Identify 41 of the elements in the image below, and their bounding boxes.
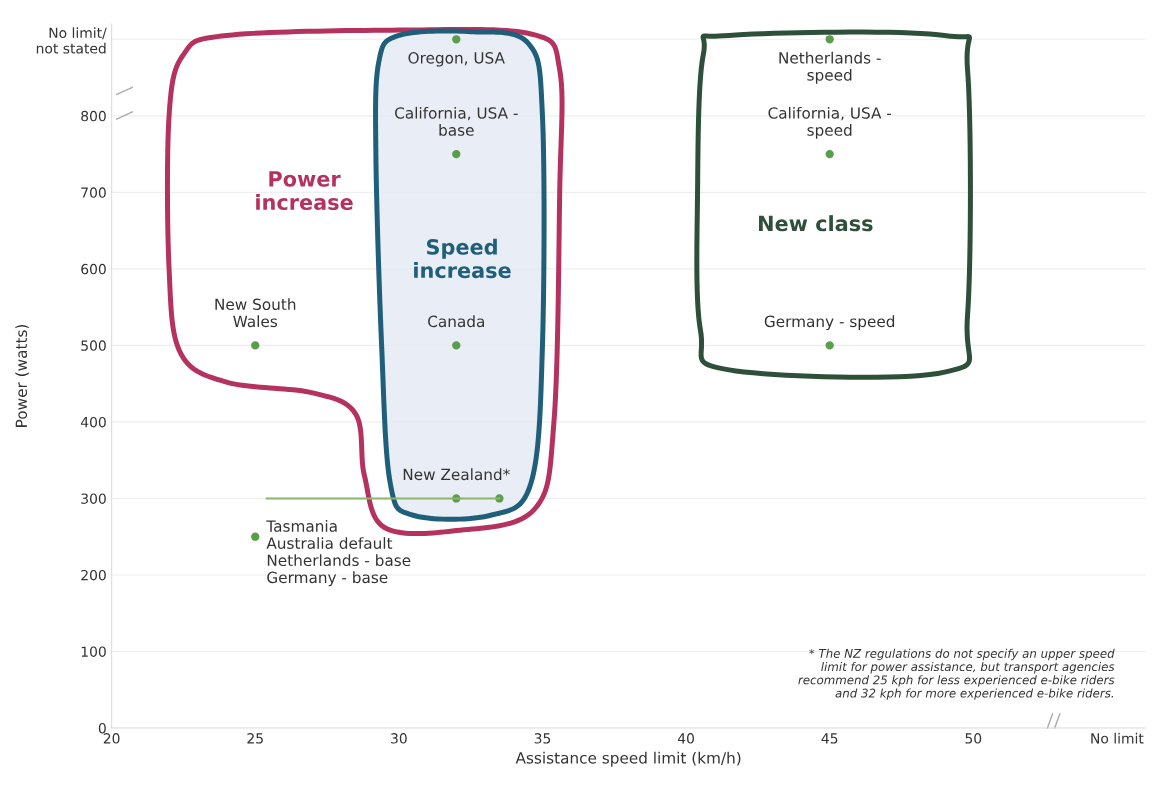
y-tick-label: 800 xyxy=(81,110,106,122)
annotation: New Zealand* xyxy=(403,468,510,481)
x-tick-label: 30 xyxy=(391,733,407,744)
point xyxy=(452,149,461,159)
x-tick-label: 20 xyxy=(103,733,120,744)
annotation: Speed increase xyxy=(414,238,511,279)
y-tick-label: No limit/ not stated xyxy=(36,27,107,54)
annotation: Germany - speed xyxy=(764,315,895,331)
y-tick-label: 500 xyxy=(81,340,106,351)
point xyxy=(251,341,260,350)
y-tick-label: 300 xyxy=(81,493,106,504)
annotation: California, USA - base xyxy=(395,106,518,136)
x-tick-label: 40 xyxy=(677,733,694,744)
annotation: Tasmania Australia default Netherlands - base Germany - base xyxy=(266,520,411,587)
x-tick-label: 25 xyxy=(247,733,263,744)
y-tick-label: 600 xyxy=(81,263,106,275)
x-tick-label: 45 xyxy=(821,733,838,744)
y-tick-label: 0 xyxy=(98,722,106,734)
annotation: New class xyxy=(759,215,873,232)
point xyxy=(825,341,834,350)
x-tick-label: 35 xyxy=(534,733,551,744)
y-tick-label: 700 xyxy=(81,187,106,198)
x-tick-label: No limit xyxy=(1091,732,1144,744)
y-tick-label: 200 xyxy=(81,569,106,581)
x-axis-title: Assistance speed limit (km/h) xyxy=(515,751,741,767)
point xyxy=(452,35,461,44)
point xyxy=(825,35,834,44)
annotation: Canada xyxy=(428,315,484,328)
annotation: California, USA - speed xyxy=(768,106,892,139)
y-tick-label: 100 xyxy=(81,646,106,657)
annotation: Oregon, USA xyxy=(408,52,505,67)
x-tick-label: 50 xyxy=(965,733,982,744)
point xyxy=(825,149,834,159)
point xyxy=(452,341,461,350)
y-axis-title: Power (watts) xyxy=(15,324,29,427)
annotation: New South Wales xyxy=(215,298,296,328)
point xyxy=(251,532,260,541)
y-tick-label: 400 xyxy=(80,416,106,428)
annotation: Power increase xyxy=(256,171,353,211)
annotation: * The NZ regulations do not specify an upper speed limit for power assistance, but transport agencies recommend 25 kph for less experienced e-bike riders and 32 kph for more experienced e-bike riders. xyxy=(798,648,1115,700)
annotation: Netherlands - speed xyxy=(779,51,881,84)
